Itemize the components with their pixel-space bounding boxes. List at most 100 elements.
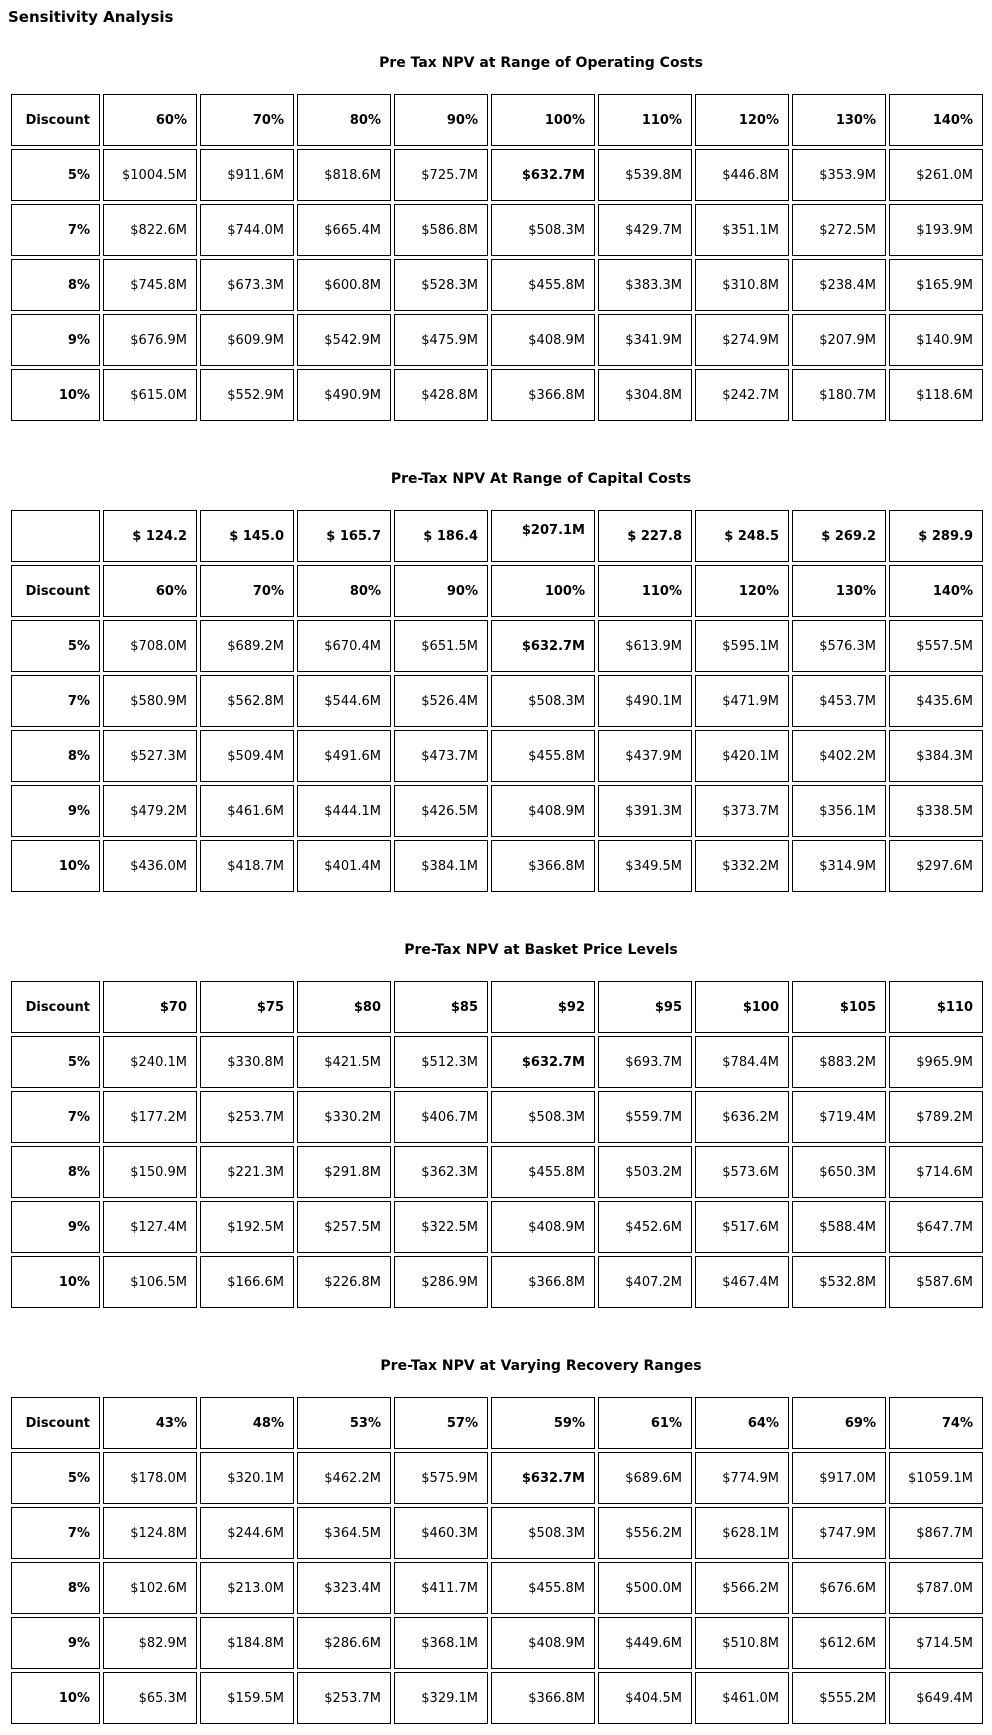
npv-value-cell: $383.3M bbox=[598, 259, 692, 311]
npv-value-cell: $612.6M bbox=[792, 1617, 886, 1669]
discount-rate-cell: 5% bbox=[11, 1452, 100, 1504]
npv-value-cell: $242.7M bbox=[695, 369, 789, 421]
npv-value-cell: $323.4M bbox=[297, 1562, 391, 1614]
npv-value-cell: $510.8M bbox=[695, 1617, 789, 1669]
col-header: 61% bbox=[598, 1397, 692, 1449]
npv-value-cell: $124.8M bbox=[103, 1507, 197, 1559]
capital-cost-cell: $ 248.5 bbox=[695, 510, 789, 562]
capital-cost-cell: $ 124.2 bbox=[103, 510, 197, 562]
npv-value-cell: $600.8M bbox=[297, 259, 391, 311]
npv-value-cell: $575.9M bbox=[394, 1452, 488, 1504]
npv-value-cell: $291.8M bbox=[297, 1146, 391, 1198]
npv-value-cell: $436.0M bbox=[103, 840, 197, 892]
npv-value-cell: $562.8M bbox=[200, 675, 294, 727]
section-capital-costs: Pre-Tax NPV At Range of Capital Costs $ … bbox=[8, 471, 984, 895]
npv-value-cell: $917.0M bbox=[792, 1452, 886, 1504]
data-row: 7% $822.6M $744.0M $665.4M $586.8M $508.3M $42… bbox=[11, 204, 983, 256]
npv-value-cell: $426.5M bbox=[394, 785, 488, 837]
header-row: Discount $70 $75 $80 $85 $92 $95 $100 $105 $110 bbox=[11, 981, 983, 1033]
base-case-npv-cell: $632.7M bbox=[491, 1036, 595, 1088]
discount-rate-cell: 10% bbox=[11, 1672, 100, 1724]
npv-value-cell: $366.8M bbox=[491, 1672, 595, 1724]
npv-value-cell: $140.9M bbox=[889, 314, 983, 366]
npv-value-cell: $725.7M bbox=[394, 149, 488, 201]
npv-value-cell: $408.9M bbox=[491, 785, 595, 837]
data-row: 9% $479.2M $461.6M $444.1M $426.5M $408.9M $39… bbox=[11, 785, 983, 837]
npv-value-cell: $532.8M bbox=[792, 1256, 886, 1308]
col-header: $75 bbox=[200, 981, 294, 1033]
npv-value-cell: $330.8M bbox=[200, 1036, 294, 1088]
discount-rate-cell: 10% bbox=[11, 369, 100, 421]
npv-value-cell: $789.2M bbox=[889, 1091, 983, 1143]
npv-value-cell: $556.2M bbox=[598, 1507, 692, 1559]
table-title: Pre-Tax NPV at Basket Price Levels bbox=[404, 942, 678, 958]
col-header: 70% bbox=[200, 565, 294, 617]
col-header: 140% bbox=[889, 94, 983, 146]
npv-value-cell: $650.3M bbox=[792, 1146, 886, 1198]
npv-value-cell: $503.2M bbox=[598, 1146, 692, 1198]
npv-value-cell: $253.7M bbox=[200, 1091, 294, 1143]
npv-value-cell: $490.1M bbox=[598, 675, 692, 727]
col-header: 100% bbox=[491, 94, 595, 146]
col-header: 53% bbox=[297, 1397, 391, 1449]
npv-value-cell: $555.2M bbox=[792, 1672, 886, 1724]
npv-value-cell: $297.6M bbox=[889, 840, 983, 892]
npv-value-cell: $408.9M bbox=[491, 1201, 595, 1253]
npv-value-cell: $322.5M bbox=[394, 1201, 488, 1253]
npv-value-cell: $286.6M bbox=[297, 1617, 391, 1669]
discount-rate-cell: 5% bbox=[11, 620, 100, 672]
data-row: 7% $177.2M $253.7M $330.2M $406.7M $508.3M $55… bbox=[11, 1091, 983, 1143]
npv-value-cell: $274.9M bbox=[695, 314, 789, 366]
npv-value-cell: $127.4M bbox=[103, 1201, 197, 1253]
npv-value-cell: $744.0M bbox=[200, 204, 294, 256]
capital-cost-row: $ 124.2 $ 145.0 $ 165.7 $ 186.4 $207.1M $ 227… bbox=[11, 510, 983, 562]
discount-corner-cell: Discount bbox=[11, 94, 100, 146]
npv-value-cell: $406.7M bbox=[394, 1091, 488, 1143]
npv-value-cell: $455.8M bbox=[491, 1146, 595, 1198]
npv-value-cell: $527.3M bbox=[103, 730, 197, 782]
npv-value-cell: $670.4M bbox=[297, 620, 391, 672]
npv-value-cell: $407.2M bbox=[598, 1256, 692, 1308]
npv-value-cell: $719.4M bbox=[792, 1091, 886, 1143]
npv-value-cell: $391.3M bbox=[598, 785, 692, 837]
base-case-npv-cell: $632.7M bbox=[491, 1452, 595, 1504]
npv-value-cell: $65.3M bbox=[103, 1672, 197, 1724]
empty-corner-cell bbox=[11, 510, 100, 562]
npv-value-cell: $207.9M bbox=[792, 314, 886, 366]
data-row: 8% $102.6M $213.0M $323.4M $411.7M $455.8M $50… bbox=[11, 1562, 983, 1614]
table-title: Pre-Tax NPV at Varying Recovery Ranges bbox=[380, 1358, 702, 1374]
npv-value-cell: $449.6M bbox=[598, 1617, 692, 1669]
npv-value-cell: $500.0M bbox=[598, 1562, 692, 1614]
col-header: 60% bbox=[103, 565, 197, 617]
header-row: Discount 60% 70% 80% 90% 100% 110% 120% 130% 140% bbox=[11, 94, 983, 146]
npv-value-cell: $384.3M bbox=[889, 730, 983, 782]
npv-value-cell: $508.3M bbox=[491, 1507, 595, 1559]
npv-value-cell: $314.9M bbox=[792, 840, 886, 892]
npv-value-cell: $636.2M bbox=[695, 1091, 789, 1143]
npv-value-cell: $272.5M bbox=[792, 204, 886, 256]
npv-value-cell: $118.6M bbox=[889, 369, 983, 421]
npv-value-cell: $490.9M bbox=[297, 369, 391, 421]
npv-value-cell: $428.8M bbox=[394, 369, 488, 421]
npv-value-cell: $517.6M bbox=[695, 1201, 789, 1253]
npv-value-cell: $461.6M bbox=[200, 785, 294, 837]
npv-value-cell: $373.7M bbox=[695, 785, 789, 837]
npv-value-cell: $566.2M bbox=[695, 1562, 789, 1614]
npv-value-cell: $366.8M bbox=[491, 369, 595, 421]
npv-value-cell: $1059.1M bbox=[889, 1452, 983, 1504]
col-header: $110 bbox=[889, 981, 983, 1033]
data-row: 5% $708.0M $689.2M $670.4M $651.5M $632.7M $61… bbox=[11, 620, 983, 672]
col-header: $70 bbox=[103, 981, 197, 1033]
npv-value-cell: $745.8M bbox=[103, 259, 197, 311]
npv-value-cell: $508.3M bbox=[491, 204, 595, 256]
discount-rate-cell: 8% bbox=[11, 1562, 100, 1614]
npv-value-cell: $455.8M bbox=[491, 1562, 595, 1614]
npv-value-cell: $452.6M bbox=[598, 1201, 692, 1253]
col-header: $92 bbox=[491, 981, 595, 1033]
npv-value-cell: $362.3M bbox=[394, 1146, 488, 1198]
col-header: 130% bbox=[792, 94, 886, 146]
data-row: 5% $1004.5M $911.6M $818.6M $725.7M $632.7M $5… bbox=[11, 149, 983, 201]
col-header: 60% bbox=[103, 94, 197, 146]
npv-value-cell: $673.3M bbox=[200, 259, 294, 311]
npv-value-cell: $366.8M bbox=[491, 1256, 595, 1308]
